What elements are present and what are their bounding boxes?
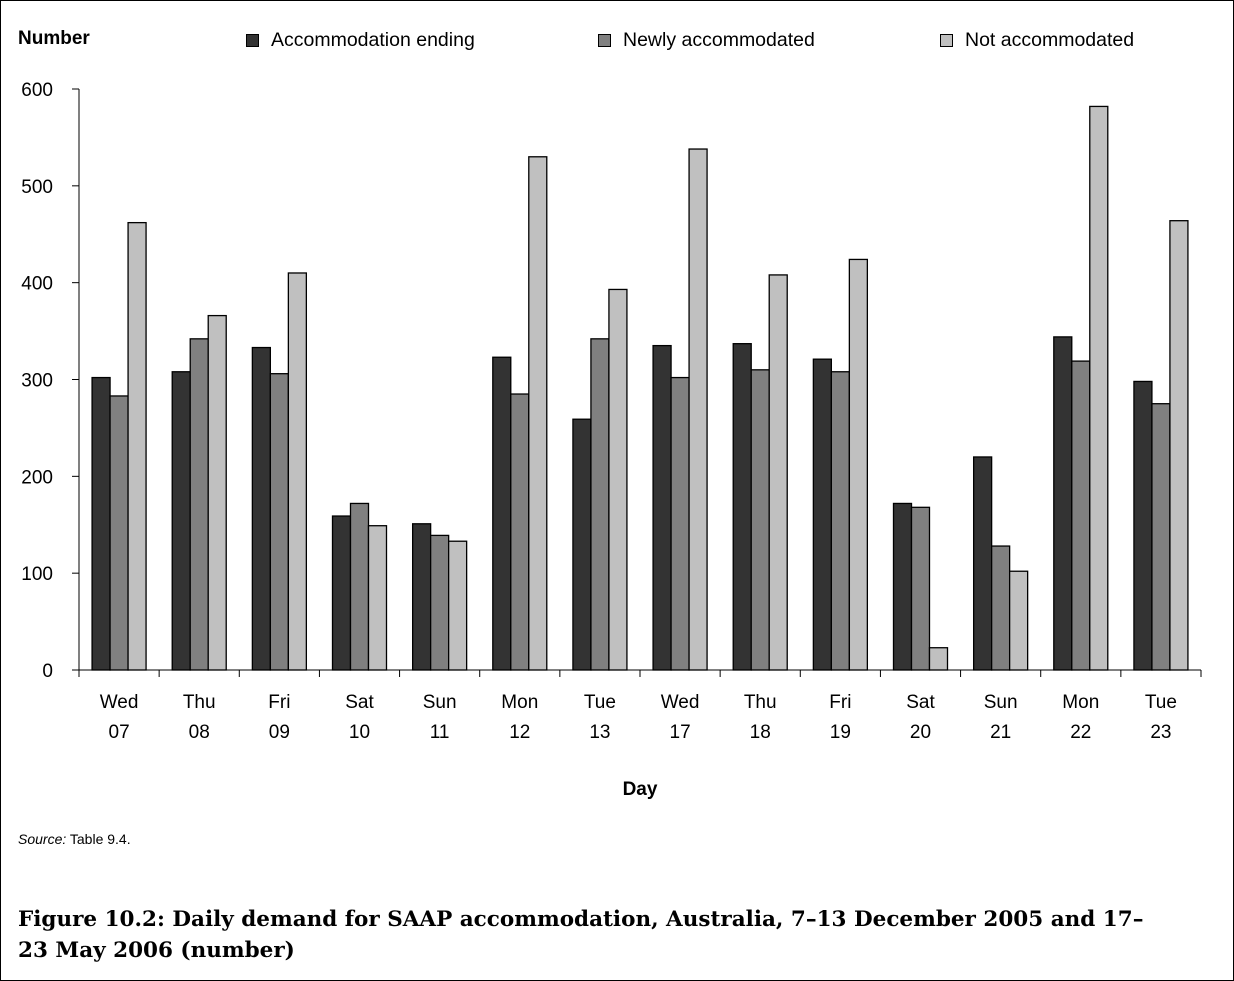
bar-not-accommodated [447,540,468,671]
bar-newly-accommodated [349,502,370,671]
x-tick-label-day: Fri [268,692,290,713]
bar-accommodation-ending [251,346,272,671]
x-tick-label-date: 18 [750,722,771,743]
legend-swatch [598,34,611,47]
x-tick-label-day: Sun [984,692,1018,713]
bar-not-accommodated [367,525,388,671]
bar-accommodation-ending [1133,380,1153,671]
source-text: Table 9.4. [66,831,131,847]
bar-not-accommodated [287,272,308,671]
legend: Accommodation ending Newly accommodated … [0,29,1234,55]
bar-accommodation-ending [652,344,672,671]
x-tick-label-day: Wed [100,692,139,713]
legend-item-accommodation-ending: Accommodation ending [246,29,475,52]
y-axis-title: Number [18,28,90,49]
x-tick-label-day: Fri [829,692,851,713]
x-tick-label-day: Tue [584,692,616,713]
bar-accommodation-ending [1053,336,1073,671]
x-axis-title: Day [622,779,658,800]
x-tick-label-date: 13 [589,722,610,743]
x-tick-label-date: 19 [830,722,851,743]
bar-accommodation-ending [572,418,592,671]
x-tick-label-day: Sun [423,692,457,713]
x-tick-label-date: 08 [189,722,210,743]
bar-newly-accommodated [1151,403,1171,671]
bar-not-accommodated [928,647,949,671]
x-tick-label-date: 09 [269,722,290,743]
x-tick-label-date: 12 [509,722,530,743]
bar-newly-accommodated [750,369,770,671]
x-tick-label-date: 11 [430,722,450,743]
legend-label: Newly accommodated [623,29,815,51]
bar-newly-accommodated [670,376,690,671]
x-tick-label-date: 23 [1150,722,1171,743]
x-tick-label-date: 07 [109,722,130,743]
x-tick-label-day: Thu [183,692,216,713]
x-tick-label-day: Mon [501,692,538,713]
bar-not-accommodated [528,156,548,671]
x-tick-label-day: Wed [661,692,700,713]
y-tick-label: 200 [21,467,53,488]
x-tick-label-date: 22 [1070,722,1091,743]
x-tick-label-date: 21 [990,722,1011,743]
bar-accommodation-ending [331,515,352,671]
legend-swatch [246,34,259,47]
bar-accommodation-ending [732,343,752,671]
x-tick-label-day: Tue [1145,692,1177,713]
bar-newly-accommodated [830,371,851,671]
bar-accommodation-ending [171,371,191,671]
y-tick-label: 0 [42,661,53,682]
bar-not-accommodated [848,258,869,671]
bar-not-accommodated [1008,570,1029,671]
bar-newly-accommodated [910,506,931,671]
bar-accommodation-ending [492,356,512,671]
bar-newly-accommodated [1071,360,1091,671]
bar-accommodation-ending [411,523,432,671]
x-tick-label-date: 20 [910,722,931,743]
legend-label: Accommodation ending [271,29,475,51]
y-tick-label: 300 [21,371,53,392]
source-prefix: Source: [18,831,67,847]
x-tick-label-day: Thu [744,692,777,713]
bar-newly-accommodated [109,395,129,671]
bar-not-accommodated [768,274,788,671]
bar-not-accommodated [688,148,708,671]
bar-not-accommodated [1089,105,1109,671]
y-tick-label: 100 [21,564,53,585]
source-note: Source: Table 9.4. [18,831,131,847]
legend-item-not-accommodated: Not accommodated [940,29,1134,52]
legend-label: Not accommodated [965,29,1135,51]
bar-not-accommodated [1169,220,1189,671]
x-tick-label-day: Sat [345,692,374,713]
x-tick-label-date: 10 [349,722,370,743]
y-tick-label: 400 [21,274,53,295]
bar-newly-accommodated [990,545,1011,671]
y-tick-label: 600 [21,80,53,101]
bar-not-accommodated [127,221,147,671]
bar-newly-accommodated [269,373,290,671]
bar-accommodation-ending [91,376,111,671]
legend-item-newly-accommodated: Newly accommodated [598,29,815,52]
bar-newly-accommodated [510,393,530,671]
bar-newly-accommodated [189,338,209,671]
legend-swatch [940,34,953,47]
x-tick-label-date: 17 [670,722,691,743]
x-tick-label-day: Sat [906,692,935,713]
bar-accommodation-ending [812,358,833,671]
bar-newly-accommodated [429,534,450,671]
bar-not-accommodated [207,314,227,671]
bar-accommodation-ending [892,502,913,671]
bar-newly-accommodated [590,338,610,671]
bar-accommodation-ending [972,456,993,671]
x-tick-label-day: Mon [1062,692,1099,713]
y-tick-label: 500 [21,177,53,198]
bar-not-accommodated [608,288,628,671]
figure-caption: Figure 10.2: Daily demand for SAAP accom… [18,907,1144,963]
